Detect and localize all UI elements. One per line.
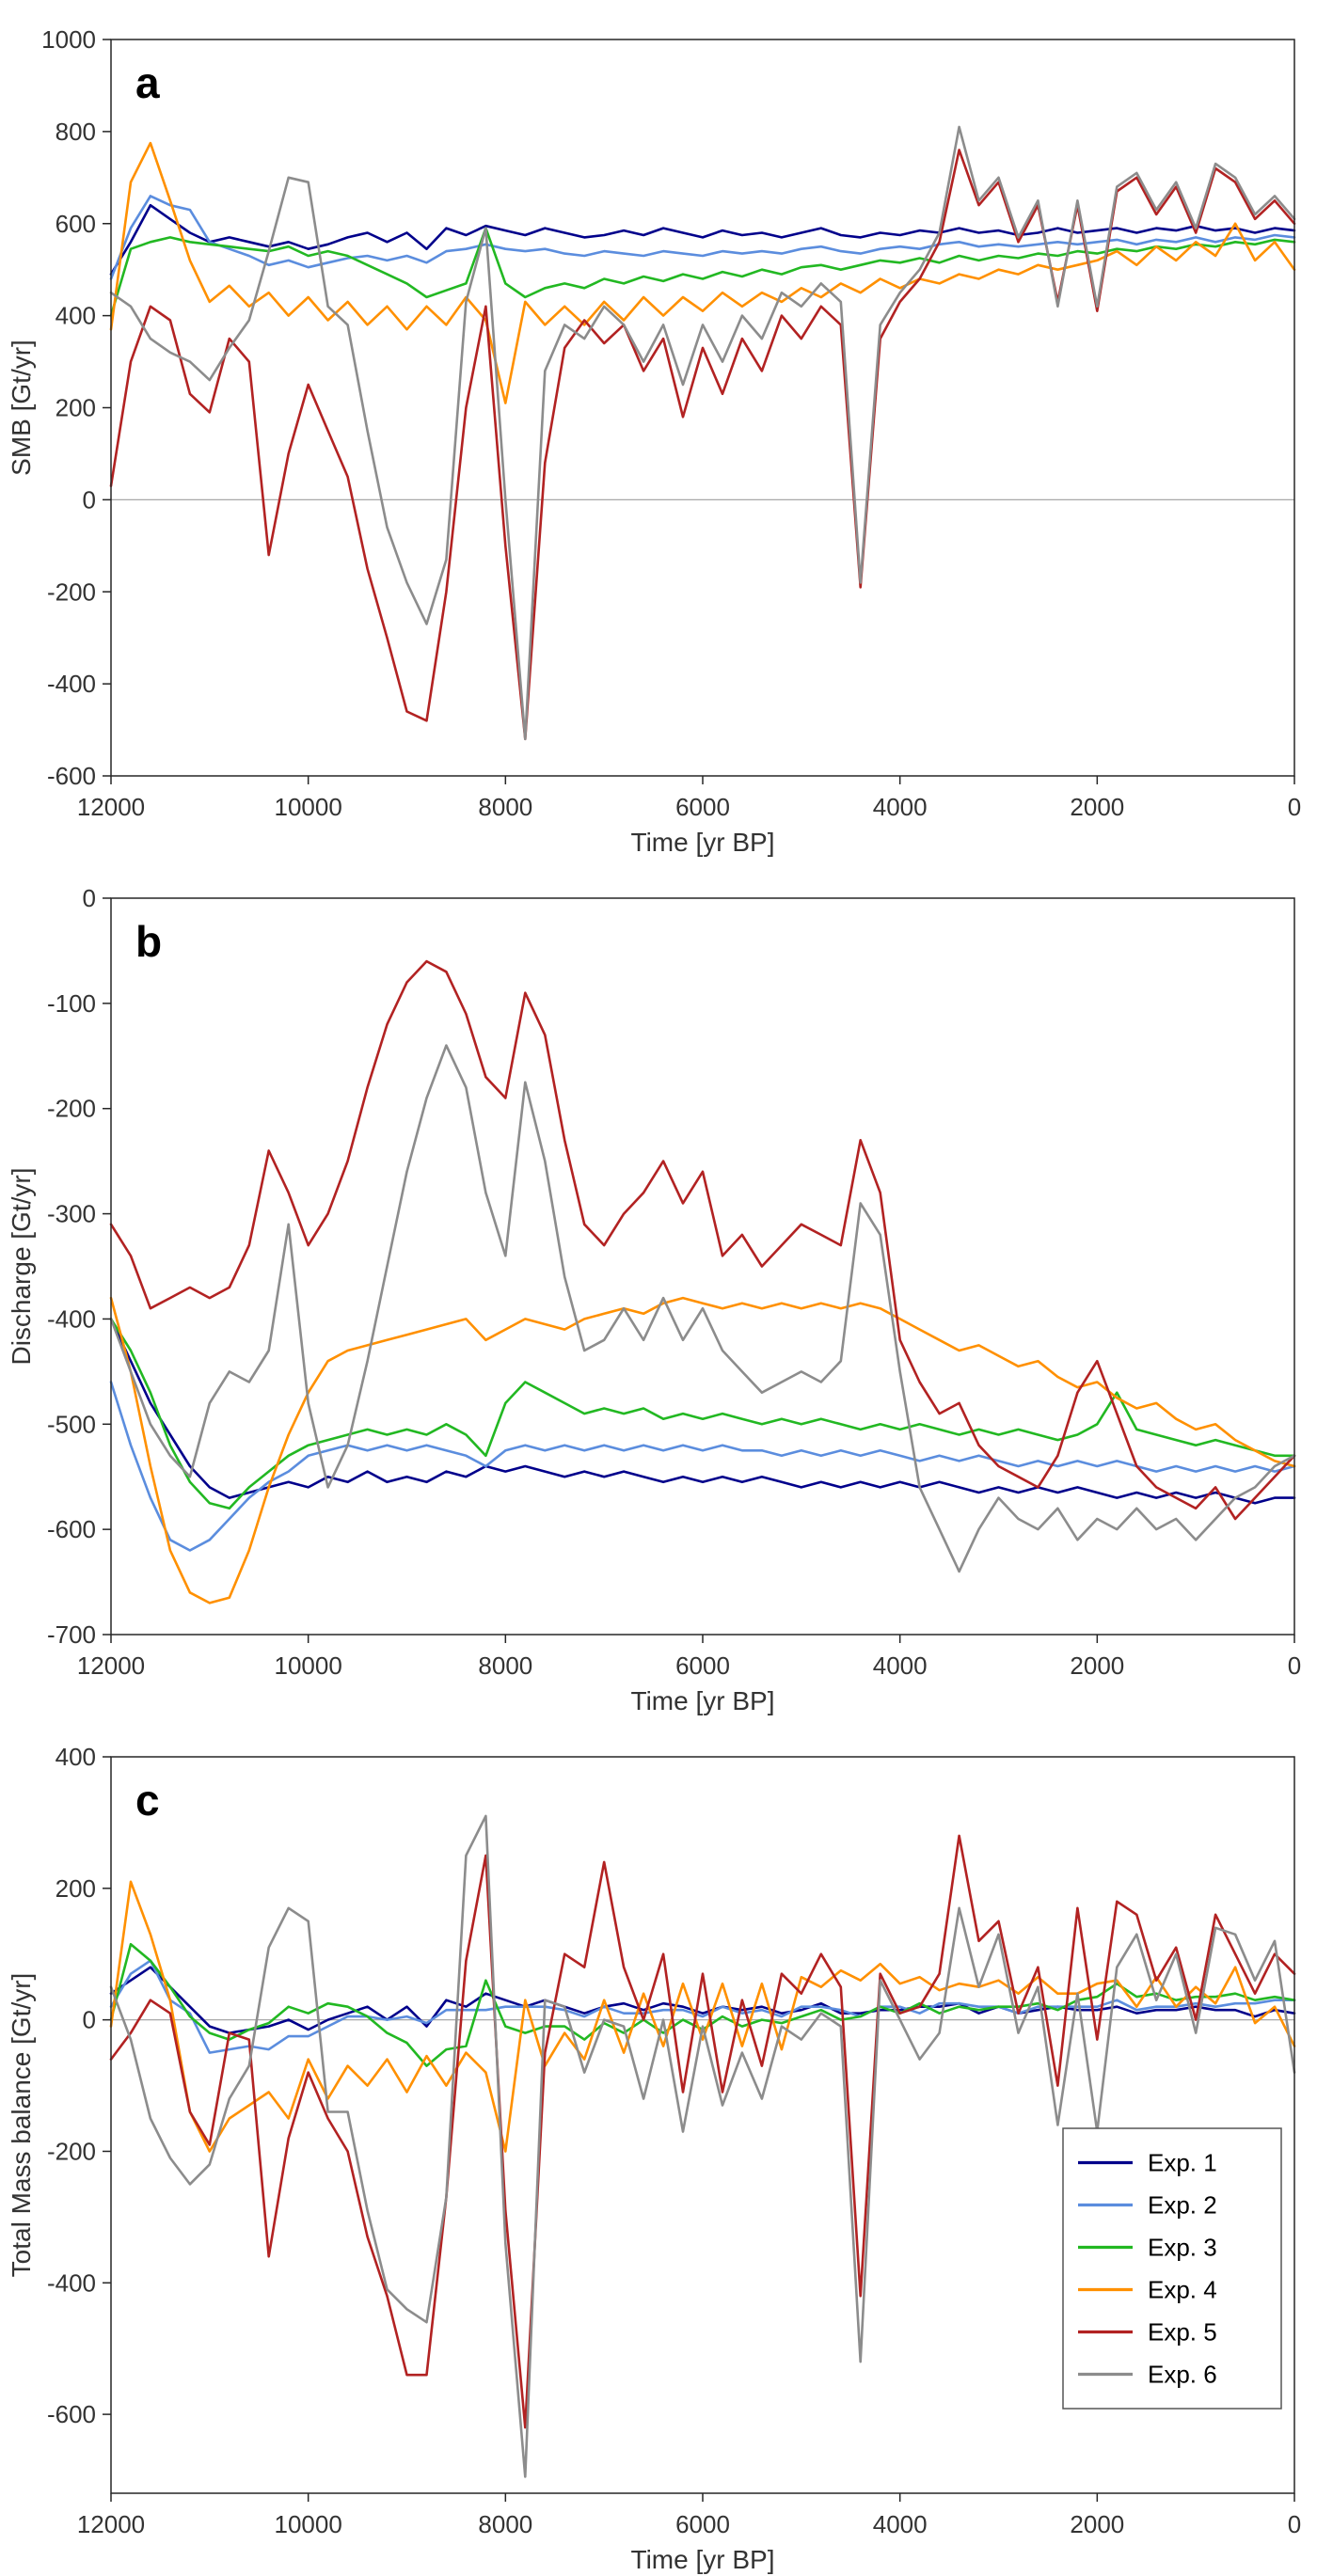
y-tick-label: -600 (47, 2400, 96, 2428)
y-tick-label: 200 (56, 394, 96, 422)
x-tick-label: 0 (1288, 1651, 1301, 1680)
x-tick-label: 10000 (275, 793, 342, 821)
series-line-exp-6 (109, 1044, 1296, 1573)
series-line-exp-5 (109, 149, 1296, 741)
x-tick-label: 0 (1288, 793, 1301, 821)
x-tick-label: 4000 (873, 1651, 928, 1680)
chart-svg-c: 12000 10000 8000 6000 4000 2000 04002000-200-4… (0, 1717, 1317, 2576)
legend-label: Exp. 5 (1148, 2318, 1217, 2347)
x-tick-label: 2000 (1070, 793, 1124, 821)
y-tick-label: -200 (47, 2137, 96, 2165)
series-line-exp-2 (109, 195, 1296, 280)
y-tick-label: 400 (56, 302, 96, 330)
series-line-exp-2 (109, 1959, 1296, 2054)
legend-label: Exp. 1 (1148, 2149, 1217, 2177)
x-tick-label: 6000 (675, 2510, 730, 2538)
y-tick-label: -100 (47, 989, 96, 1018)
x-tick-label: 4000 (873, 2510, 928, 2538)
legend-label: Exp. 6 (1148, 2361, 1217, 2389)
x-tick-label: 10000 (275, 1651, 342, 1680)
y-axis-label: Total Mass balance [Gt/yr] (7, 1973, 36, 2278)
y-tick-label: 200 (56, 1874, 96, 1903)
legend: Exp. 1 Exp. 2 Exp. 3 Exp. 4 Exp. 5 Exp. 6 (1062, 2127, 1282, 2410)
y-tick-label: -400 (47, 2268, 96, 2297)
x-tick-label: 12000 (77, 793, 145, 821)
x-axis-label: Time [yr BP] (631, 2545, 775, 2574)
legend-label: Exp. 2 (1148, 2191, 1217, 2220)
y-axis-label: Discharge [Gt/yr] (7, 1167, 36, 1365)
x-tick-label: 8000 (478, 2510, 532, 2538)
chart-svg-a: 12000 10000 8000 6000 4000 2000 01000800600400… (0, 0, 1317, 859)
panel-letter: a (135, 58, 160, 107)
series-line-exp-1 (109, 203, 1296, 276)
y-tick-label: -600 (47, 1515, 96, 1543)
y-tick-label: 0 (83, 2006, 96, 2034)
series-line-exp-2 (109, 1381, 1296, 1552)
chart-panel-c: 12000 10000 8000 6000 4000 2000 0 400 200 0 -200 -4… (0, 1717, 1317, 2576)
series-line-exp-6 (109, 125, 1296, 741)
panel-letter: c (135, 1776, 160, 1825)
y-tick-label: -500 (47, 1410, 96, 1438)
x-axis-label: Time [yr BP] (631, 828, 775, 857)
y-tick-label: -400 (47, 670, 96, 698)
y-tick-label: -300 (47, 1200, 96, 1228)
x-tick-label: 2000 (1070, 2510, 1124, 2538)
y-tick-label: 1000 (41, 25, 96, 54)
chart-svg-b: 12000 10000 8000 6000 4000 2000 0 0 -100 -200 -300… (0, 859, 1317, 1717)
series-line-exp-4 (109, 1880, 1296, 2153)
y-tick-label: -400 (47, 1304, 96, 1333)
chart-panel-a: 12000 10000 8000 6000 4000 2000 0 1000 800 600 400… (0, 0, 1317, 859)
chart-panel-b: 12000 10000 8000 6000 4000 2000 0 0 -100 -200 -300… (0, 859, 1317, 1717)
x-tick-label: 2000 (1070, 1651, 1124, 1680)
series-line-exp-3 (109, 227, 1296, 317)
series-line-exp-4 (109, 141, 1296, 404)
y-tick-label: -200 (47, 1095, 96, 1123)
series-line-exp-5 (109, 1834, 1296, 2429)
y-axis-label: SMB [Gt/yr] (7, 340, 36, 476)
series-line-exp-5 (109, 959, 1296, 1521)
y-tick-label: 0 (83, 884, 96, 912)
y-tick-label: 600 (56, 210, 96, 238)
x-tick-label: 4000 (873, 793, 928, 821)
legend-label: Exp. 4 (1148, 2276, 1217, 2304)
y-tick-label: 800 (56, 118, 96, 146)
y-tick-label: 400 (56, 1743, 96, 1771)
x-tick-label: 6000 (675, 793, 730, 821)
x-tick-label: 10000 (275, 2510, 342, 2538)
y-tick-label: -700 (47, 1620, 96, 1649)
x-axis-label: Time [yr BP] (631, 1686, 775, 1715)
x-tick-label: 8000 (478, 1651, 532, 1680)
series-line-exp-1 (109, 1966, 1296, 2034)
x-tick-label: 12000 (77, 2510, 145, 2538)
x-tick-label: 0 (1288, 2510, 1301, 2538)
y-tick-label: 0 (83, 485, 96, 514)
legend-label: Exp. 3 (1148, 2234, 1217, 2262)
y-tick-label: -200 (47, 577, 96, 606)
series-line-exp-3 (109, 1318, 1296, 1510)
x-tick-label: 12000 (77, 1651, 145, 1680)
x-tick-label: 6000 (675, 1651, 730, 1680)
panel-letter: b (135, 917, 162, 966)
x-tick-label: 8000 (478, 793, 532, 821)
y-tick-label: -600 (47, 762, 96, 790)
series-line-exp-1 (109, 1318, 1296, 1505)
